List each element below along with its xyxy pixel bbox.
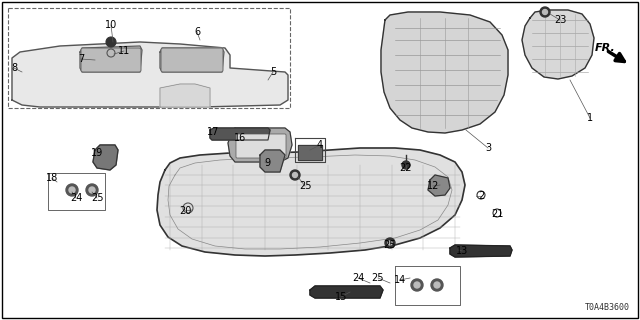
Circle shape (106, 37, 116, 47)
Circle shape (385, 238, 395, 248)
Text: 5: 5 (270, 67, 276, 77)
Circle shape (69, 187, 75, 193)
Polygon shape (450, 245, 512, 257)
Text: 22: 22 (400, 163, 412, 173)
Text: 25: 25 (372, 273, 384, 283)
Polygon shape (381, 12, 508, 133)
Text: 19: 19 (91, 148, 103, 158)
Circle shape (292, 172, 298, 178)
Circle shape (411, 279, 423, 291)
Polygon shape (160, 48, 224, 72)
Text: 15: 15 (335, 292, 347, 302)
Polygon shape (80, 46, 142, 72)
Text: 16: 16 (234, 133, 246, 143)
Circle shape (66, 184, 78, 196)
Text: T0A4B3600: T0A4B3600 (585, 303, 630, 312)
Circle shape (89, 187, 95, 193)
Circle shape (86, 184, 98, 196)
Text: 11: 11 (118, 46, 130, 56)
Polygon shape (210, 128, 270, 140)
Polygon shape (228, 128, 292, 162)
Circle shape (388, 241, 392, 245)
Text: FR.: FR. (595, 43, 616, 53)
Circle shape (431, 279, 443, 291)
Text: 13: 13 (456, 246, 468, 256)
Text: 14: 14 (394, 275, 406, 285)
Polygon shape (160, 84, 210, 107)
Circle shape (414, 282, 420, 288)
Text: 18: 18 (46, 173, 58, 183)
Polygon shape (260, 150, 285, 172)
Text: 21: 21 (491, 209, 503, 219)
Text: 10: 10 (105, 20, 117, 30)
FancyBboxPatch shape (81, 48, 141, 72)
Polygon shape (428, 175, 450, 196)
Text: 9: 9 (264, 158, 270, 168)
Text: 25: 25 (299, 181, 311, 191)
Polygon shape (522, 10, 594, 79)
Text: 3: 3 (485, 143, 491, 153)
Text: 1: 1 (587, 113, 593, 123)
Polygon shape (157, 148, 465, 256)
Circle shape (290, 170, 300, 180)
Circle shape (402, 161, 410, 169)
Circle shape (543, 10, 547, 14)
Circle shape (434, 282, 440, 288)
Text: 20: 20 (179, 206, 191, 216)
Circle shape (540, 7, 550, 17)
Text: 4: 4 (317, 140, 323, 150)
Text: 7: 7 (78, 54, 84, 64)
FancyBboxPatch shape (161, 48, 223, 72)
Text: 24: 24 (352, 273, 364, 283)
Text: 25: 25 (384, 240, 396, 250)
Text: 24: 24 (70, 193, 82, 203)
Text: 12: 12 (427, 181, 439, 191)
Text: 8: 8 (11, 63, 17, 73)
Text: 17: 17 (207, 127, 219, 137)
Text: 6: 6 (194, 27, 200, 37)
Polygon shape (310, 286, 383, 298)
Text: 25: 25 (91, 193, 103, 203)
Text: 2: 2 (478, 191, 484, 201)
Text: 23: 23 (554, 15, 566, 25)
Polygon shape (12, 42, 288, 107)
Polygon shape (298, 145, 322, 160)
Polygon shape (93, 145, 118, 170)
FancyBboxPatch shape (236, 134, 286, 158)
